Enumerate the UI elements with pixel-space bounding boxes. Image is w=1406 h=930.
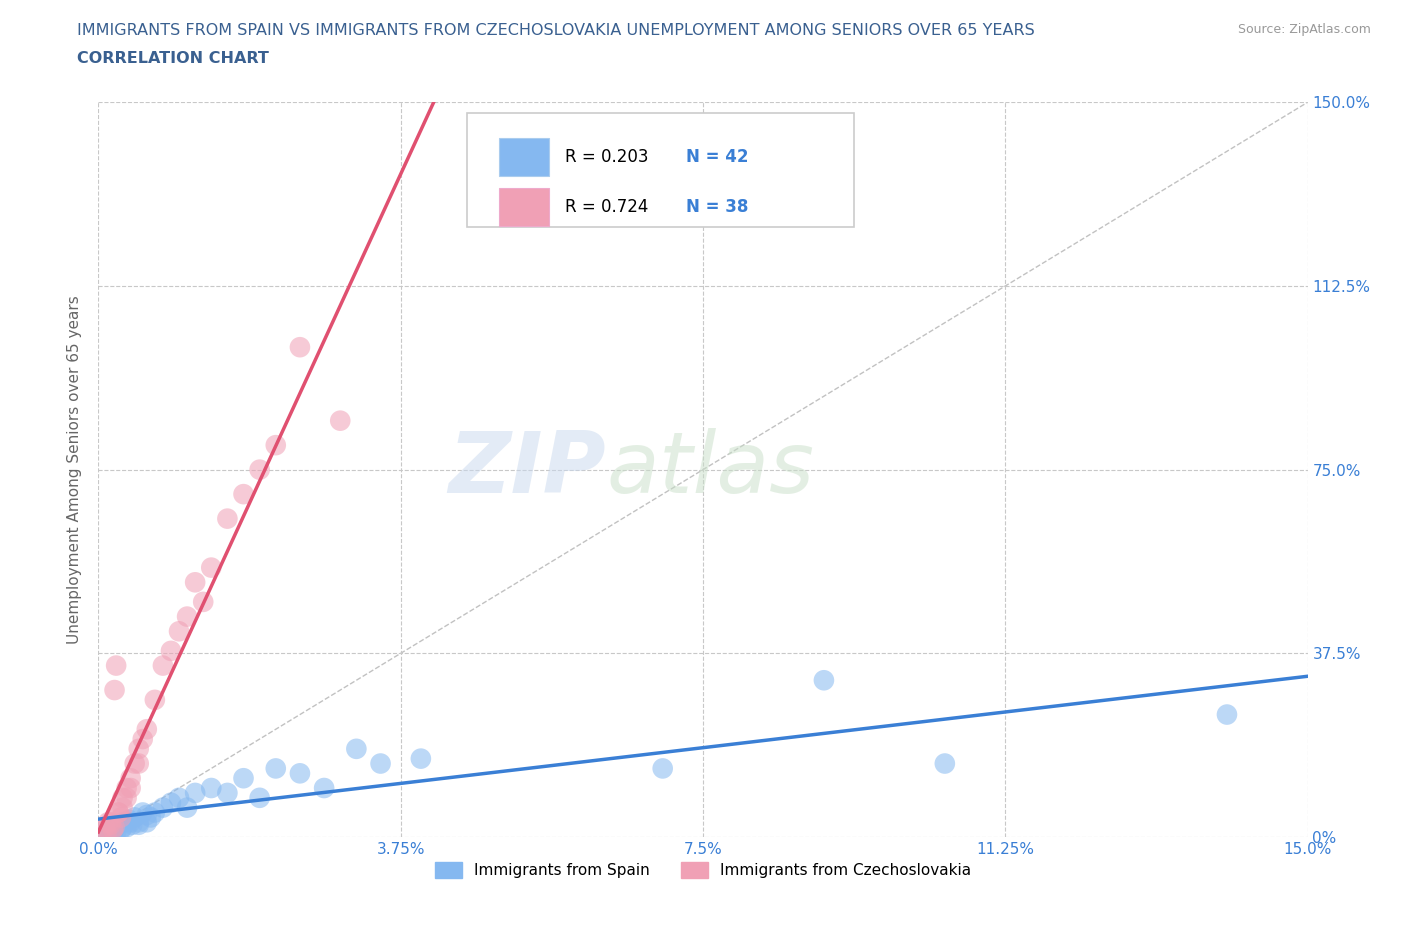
Point [288,766,311,781]
Point [160,644,183,658]
Text: CORRELATION CHART: CORRELATION CHART [77,51,269,66]
Point [370,756,392,771]
Point [217,512,239,526]
Point [344,741,367,756]
Point [110,810,132,825]
Point [200,560,222,575]
Point [160,795,183,810]
Point [409,751,432,766]
Point [96,825,118,840]
Point [115,819,138,834]
Text: N = 38: N = 38 [686,198,748,216]
Point [329,413,352,428]
Point [101,819,124,834]
Point [132,805,155,820]
Point [232,486,254,501]
FancyBboxPatch shape [499,188,550,226]
Point [143,805,166,820]
Point [110,822,132,837]
Point [94,827,117,842]
Point [107,817,129,832]
Point [105,825,128,840]
Point [100,825,122,840]
Point [111,790,134,805]
Point [100,815,122,830]
Point [152,658,174,673]
Point [314,780,336,795]
Point [128,815,150,830]
Text: Source: ZipAtlas.com: Source: ZipAtlas.com [1237,23,1371,36]
Point [111,819,134,834]
Point [135,722,157,737]
Point [217,786,239,801]
Point [184,786,207,801]
Point [97,815,120,830]
Point [176,609,198,624]
Point [167,790,190,805]
Point [118,813,141,828]
Point [128,741,150,756]
Point [103,822,125,837]
Point [152,800,174,815]
Point [91,825,114,840]
Point [184,575,207,590]
Legend: Immigrants from Spain, Immigrants from Czechoslovakia: Immigrants from Spain, Immigrants from C… [429,857,977,884]
Point [100,817,122,832]
Point [101,822,124,837]
Point [288,339,311,354]
Point [97,822,120,837]
Point [135,807,157,822]
Text: ZIP: ZIP [449,428,606,512]
Point [107,805,129,820]
Point [120,771,142,786]
Point [813,672,835,687]
Point [120,815,142,830]
Point [115,780,138,795]
Point [128,756,150,771]
Point [232,771,254,786]
Point [105,658,128,673]
Point [124,810,146,825]
FancyBboxPatch shape [499,138,550,176]
Y-axis label: Unemployment Among Seniors over 65 years: Unemployment Among Seniors over 65 years [67,296,83,644]
Point [139,810,162,825]
Point [124,756,146,771]
Point [91,822,114,837]
Point [115,790,138,805]
Text: IMMIGRANTS FROM SPAIN VS IMMIGRANTS FROM CZECHOSLOVAKIA UNEMPLOYMENT AMONG SENIO: IMMIGRANTS FROM SPAIN VS IMMIGRANTS FROM… [77,23,1035,38]
Text: N = 42: N = 42 [686,148,748,166]
Point [132,732,155,747]
Point [176,800,198,815]
Point [193,594,215,609]
Point [107,805,129,820]
Point [200,780,222,795]
Point [249,462,271,477]
Point [135,815,157,830]
Point [121,817,143,832]
Point [651,761,673,776]
Text: R = 0.724: R = 0.724 [565,198,648,216]
Text: atlas: atlas [606,428,814,512]
Point [264,761,287,776]
Point [94,819,117,834]
Text: R = 0.203: R = 0.203 [565,148,648,166]
Point [1216,707,1239,722]
Point [934,756,956,771]
FancyBboxPatch shape [467,113,855,227]
Point [103,819,125,834]
Point [249,790,271,805]
Point [111,800,134,815]
Point [128,817,150,832]
Point [167,624,190,639]
Point [264,438,287,453]
Point [143,693,166,708]
Point [111,815,134,830]
Point [120,780,142,795]
Point [103,683,125,698]
